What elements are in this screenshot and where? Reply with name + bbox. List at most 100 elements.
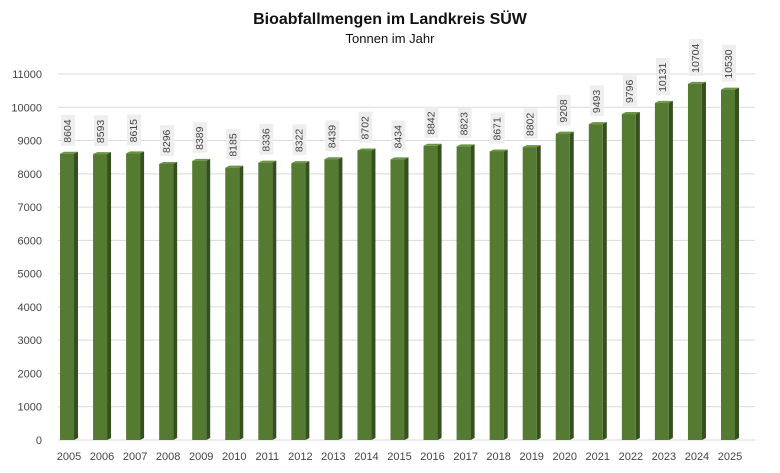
bar-top	[225, 165, 244, 168]
data-label: 8439	[326, 125, 338, 149]
data-label-bg	[391, 120, 406, 152]
bar-2016: 8842	[423, 107, 442, 440]
bar-top	[390, 157, 409, 160]
data-label: 8823	[459, 112, 471, 136]
bar	[93, 154, 108, 440]
x-tick-label: 2018	[486, 451, 510, 463]
bar-side	[569, 131, 574, 440]
bar-2009: 8389	[192, 122, 211, 440]
bar	[357, 150, 372, 440]
bar	[687, 83, 702, 440]
x-tick-label: 2010	[222, 451, 246, 463]
data-label: 8389	[194, 126, 206, 150]
data-label-bg	[160, 125, 175, 156]
data-label: 9796	[624, 80, 636, 104]
x-tick-label: 2025	[718, 451, 742, 463]
data-label: 10530	[723, 49, 735, 78]
bar-top	[654, 100, 673, 103]
bar-top	[555, 131, 574, 134]
data-label: 10131	[657, 63, 669, 92]
data-label: 8615	[128, 119, 140, 143]
data-label: 8842	[426, 111, 438, 135]
bar	[489, 151, 504, 440]
bar-side	[536, 145, 541, 440]
x-tick-label: 2011	[255, 451, 279, 463]
data-label-bg	[259, 123, 274, 155]
data-label-bg	[589, 85, 604, 117]
x-tick-label: 2006	[90, 451, 114, 463]
data-label: 8802	[525, 113, 537, 137]
data-label-bg	[94, 115, 109, 147]
x-tick-label: 2023	[652, 451, 676, 463]
data-label-bg	[292, 124, 307, 156]
x-tick-label: 2012	[288, 451, 312, 463]
bar-top	[93, 152, 112, 155]
data-label: 10704	[690, 43, 702, 72]
data-label-bg	[722, 44, 736, 82]
y-axis: 0 1000 2000 3000 4000 5000 6000 7000 8000 9000 100…	[11, 69, 42, 447]
bar-2014: 8702	[357, 111, 376, 440]
data-label-bg	[325, 120, 340, 152]
bar	[192, 160, 207, 440]
bar	[60, 153, 74, 441]
bar-2024: 10704	[687, 38, 706, 440]
bar-2023: 10131	[654, 57, 673, 440]
bar	[522, 147, 537, 440]
x-tick-label: 2016	[420, 451, 444, 463]
bar-side	[272, 160, 277, 440]
bar-top	[357, 148, 376, 151]
bar-side	[74, 151, 78, 441]
x-tick-label: 2013	[321, 451, 345, 463]
bar-2012: 8322	[291, 124, 310, 440]
bar	[390, 159, 405, 441]
bar-side	[239, 165, 244, 440]
y-tick-label: 10000	[11, 102, 42, 114]
x-tick-label: 2020	[553, 451, 577, 463]
data-label: 8296	[161, 129, 173, 153]
x-tick-label: 2007	[123, 451, 147, 463]
data-label: 8336	[260, 128, 272, 152]
bar-2007: 8615	[126, 114, 145, 440]
x-tick-label: 2014	[354, 451, 378, 463]
bar-top	[324, 157, 343, 160]
bar-side	[338, 157, 343, 440]
y-tick-label: 1000	[18, 402, 42, 414]
bar-top	[687, 81, 706, 84]
bar-top	[522, 145, 541, 148]
data-label-bg	[490, 112, 505, 144]
bar-side	[668, 100, 673, 440]
x-tick-label: 2019	[519, 451, 543, 463]
bar	[721, 89, 735, 440]
bar-side	[107, 152, 112, 440]
data-label: 8593	[95, 120, 107, 144]
data-label-bg	[226, 128, 241, 160]
x-tick-label: 2005	[57, 451, 81, 463]
y-tick-label: 7000	[18, 202, 42, 214]
bar-side	[371, 148, 376, 440]
bar	[423, 145, 438, 440]
bar-2015: 8434	[390, 120, 409, 441]
data-label: 8702	[359, 116, 371, 140]
bar-side	[470, 144, 475, 440]
x-tick-label: 2022	[619, 451, 643, 463]
bar-2017: 8823	[456, 107, 475, 440]
y-tick-label: 2000	[18, 368, 42, 380]
bar-2020: 9208	[555, 94, 574, 440]
bar	[225, 167, 240, 440]
chart-title: Bioabfallmengen im Landkreis SÜW	[253, 9, 528, 28]
x-tick-label: 2017	[453, 451, 477, 463]
data-label: 8322	[293, 129, 305, 153]
bar	[126, 153, 141, 440]
bar	[324, 159, 339, 440]
data-label-bg	[127, 114, 142, 146]
bar-2008: 8296	[159, 125, 178, 440]
bar-top	[258, 160, 277, 163]
bar-side	[701, 81, 706, 440]
bar-side	[140, 151, 145, 440]
bar-top	[588, 122, 607, 125]
bar-top	[291, 161, 310, 164]
y-tick-label: 11000	[12, 69, 42, 81]
bar-side	[305, 161, 310, 440]
data-label-bg	[358, 111, 373, 143]
bar-side	[503, 149, 508, 440]
